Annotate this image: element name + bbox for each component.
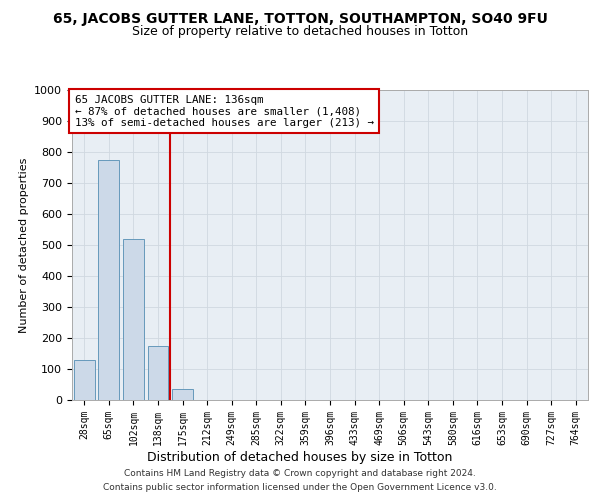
Bar — [98, 160, 119, 400]
Bar — [148, 346, 169, 400]
Bar — [74, 360, 95, 400]
Text: 65 JACOBS GUTTER LANE: 136sqm
← 87% of detached houses are smaller (1,408)
13% o: 65 JACOBS GUTTER LANE: 136sqm ← 87% of d… — [74, 94, 374, 128]
Text: 65, JACOBS GUTTER LANE, TOTTON, SOUTHAMPTON, SO40 9FU: 65, JACOBS GUTTER LANE, TOTTON, SOUTHAMP… — [53, 12, 547, 26]
Bar — [172, 389, 193, 400]
Y-axis label: Number of detached properties: Number of detached properties — [19, 158, 29, 332]
Text: Contains HM Land Registry data © Crown copyright and database right 2024.: Contains HM Land Registry data © Crown c… — [124, 468, 476, 477]
Text: Size of property relative to detached houses in Totton: Size of property relative to detached ho… — [132, 25, 468, 38]
Text: Contains public sector information licensed under the Open Government Licence v3: Contains public sector information licen… — [103, 484, 497, 492]
Text: Distribution of detached houses by size in Totton: Distribution of detached houses by size … — [148, 451, 452, 464]
Bar — [123, 239, 144, 400]
